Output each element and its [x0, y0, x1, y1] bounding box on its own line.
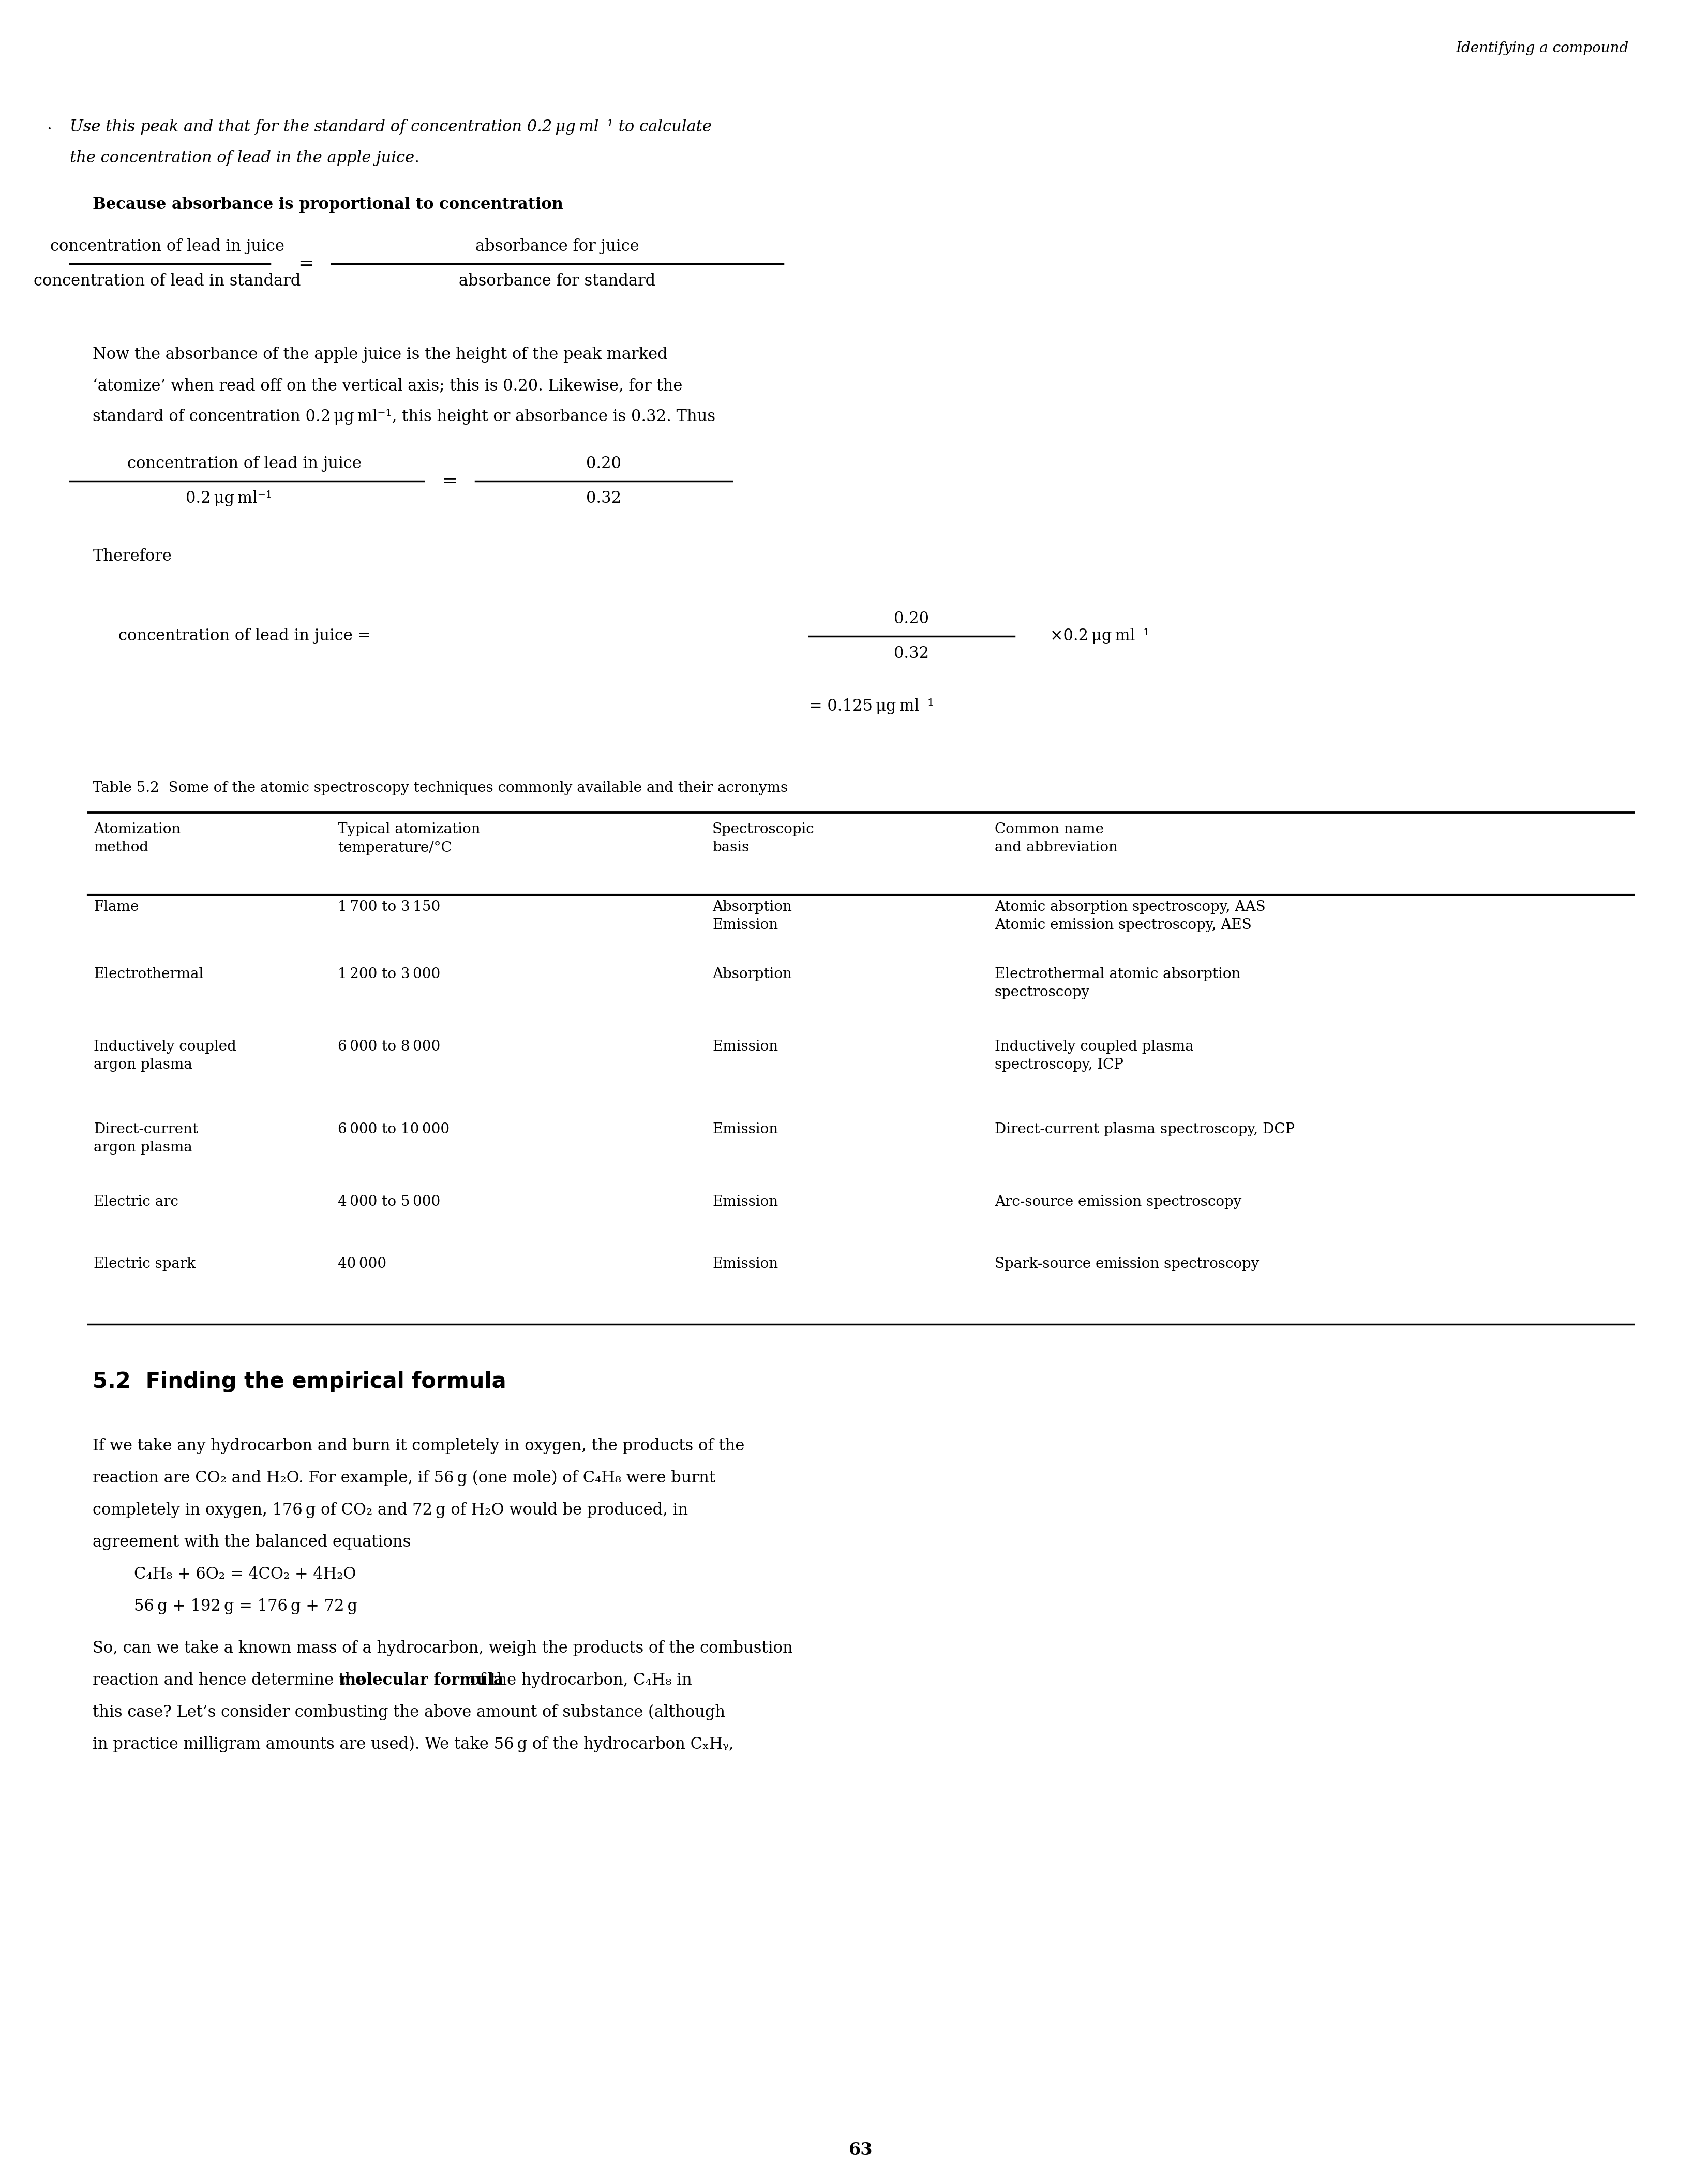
Text: this case? Let’s consider combusting the above amount of substance (although: this case? Let’s consider combusting the…	[92, 1705, 726, 1720]
Text: reaction and hence determine the: reaction and hence determine the	[92, 1672, 371, 1688]
Text: Because absorbance is proportional to concentration: Because absorbance is proportional to co…	[92, 195, 564, 213]
Text: C₄H₈ + 6O₂ = 4CO₂ + 4H₂O: C₄H₈ + 6O₂ = 4CO₂ + 4H₂O	[133, 1566, 355, 1583]
Text: 40 000: 40 000	[338, 1258, 386, 1271]
Text: Electrothermal atomic absorption
spectroscopy: Electrothermal atomic absorption spectro…	[994, 967, 1240, 999]
Text: concentration of lead in juice =: concentration of lead in juice =	[118, 628, 371, 645]
Text: ‘atomize’ when read off on the vertical axis; this is 0.20. Likewise, for the: ‘atomize’ when read off on the vertical …	[92, 378, 683, 393]
Text: Absorption
Emission: Absorption Emission	[712, 899, 793, 932]
Text: in practice milligram amounts are used). We take 56 g of the hydrocarbon CₓHᵧ,: in practice milligram amounts are used).…	[92, 1735, 734, 1753]
Text: 56 g + 192 g = 176 g + 72 g: 56 g + 192 g = 176 g + 72 g	[133, 1599, 357, 1614]
Text: concentration of lead in juice: concentration of lead in juice	[50, 239, 285, 254]
Text: Electric arc: Electric arc	[94, 1195, 179, 1210]
Text: ×0.2 μg ml⁻¹: ×0.2 μg ml⁻¹	[1050, 628, 1149, 645]
Text: 1 200 to 3 000: 1 200 to 3 000	[338, 967, 441, 982]
Text: Atomization
method: Atomization method	[94, 823, 181, 856]
Text: ·: ·	[46, 122, 51, 137]
Text: = 0.125 μg ml⁻¹: = 0.125 μg ml⁻¹	[810, 699, 934, 715]
Text: 1 700 to 3 150: 1 700 to 3 150	[338, 899, 441, 914]
Text: Emission: Emission	[712, 1258, 779, 1271]
Text: Emission: Emission	[712, 1195, 779, 1210]
Text: 6 000 to 10 000: 6 000 to 10 000	[338, 1123, 449, 1136]
Text: 0.2 μg ml⁻¹: 0.2 μg ml⁻¹	[186, 491, 272, 506]
Text: completely in oxygen, 176 g of CO₂ and 72 g of H₂O would be produced, in: completely in oxygen, 176 g of CO₂ and 7…	[92, 1503, 688, 1518]
Text: absorbance for standard: absorbance for standard	[459, 274, 656, 289]
Text: Inductively coupled plasma
spectroscopy, ICP: Inductively coupled plasma spectroscopy,…	[994, 1040, 1194, 1073]
Text: So, can we take a known mass of a hydrocarbon, weigh the products of the combust: So, can we take a known mass of a hydroc…	[92, 1640, 793, 1655]
Text: Spark-source emission spectroscopy: Spark-source emission spectroscopy	[994, 1258, 1259, 1271]
Text: absorbance for juice: absorbance for juice	[475, 239, 639, 254]
Text: 5.2  Finding the empirical formula: 5.2 Finding the empirical formula	[92, 1371, 507, 1392]
Text: Use this peak and that for the standard of concentration 0.2 μg ml⁻¹ to calculat: Use this peak and that for the standard …	[70, 119, 712, 135]
Text: Typical atomization
temperature/°C: Typical atomization temperature/°C	[338, 823, 480, 856]
Text: 6 000 to 8 000: 6 000 to 8 000	[338, 1040, 441, 1053]
Text: Arc-source emission spectroscopy: Arc-source emission spectroscopy	[994, 1195, 1242, 1210]
Text: =: =	[297, 254, 314, 274]
Text: Table 5.2  Some of the atomic spectroscopy techniques commonly available and the: Table 5.2 Some of the atomic spectroscop…	[92, 782, 787, 795]
Text: Common name
and abbreviation: Common name and abbreviation	[994, 823, 1117, 856]
Text: If we take any hydrocarbon and burn it completely in oxygen, the products of the: If we take any hydrocarbon and burn it c…	[92, 1438, 745, 1453]
Text: concentration of lead in standard: concentration of lead in standard	[34, 274, 301, 289]
Text: 0.20: 0.20	[586, 456, 622, 471]
Text: Therefore: Therefore	[92, 547, 173, 565]
Text: Electrothermal: Electrothermal	[94, 967, 203, 982]
Text: Absorption: Absorption	[712, 967, 793, 982]
Text: Spectroscopic
basis: Spectroscopic basis	[712, 823, 815, 856]
Text: Direct-current plasma spectroscopy, DCP: Direct-current plasma spectroscopy, DCP	[994, 1123, 1295, 1136]
Text: Atomic absorption spectroscopy, AAS
Atomic emission spectroscopy, AES: Atomic absorption spectroscopy, AAS Atom…	[994, 899, 1266, 932]
Text: 63: 63	[849, 2142, 873, 2159]
Text: 0.20: 0.20	[893, 610, 929, 628]
Text: 4 000 to 5 000: 4 000 to 5 000	[338, 1195, 441, 1210]
Text: Direct-current
argon plasma: Direct-current argon plasma	[94, 1123, 198, 1156]
Text: the concentration of lead in the apple juice.: the concentration of lead in the apple j…	[70, 150, 420, 165]
Text: of the hydrocarbon, C₄H₈ in: of the hydrocarbon, C₄H₈ in	[465, 1672, 692, 1688]
Text: reaction are CO₂ and H₂O. For example, if 56 g (one mole) of C₄H₈ were burnt: reaction are CO₂ and H₂O. For example, i…	[92, 1470, 716, 1486]
Text: agreement with the balanced equations: agreement with the balanced equations	[92, 1533, 412, 1551]
Text: Now the absorbance of the apple juice is the height of the peak marked: Now the absorbance of the apple juice is…	[92, 348, 668, 363]
Text: 0.32: 0.32	[893, 645, 929, 662]
Text: Inductively coupled
argon plasma: Inductively coupled argon plasma	[94, 1040, 237, 1073]
Text: Identifying a compound: Identifying a compound	[1455, 41, 1628, 54]
Text: concentration of lead in juice: concentration of lead in juice	[126, 456, 362, 471]
Text: standard of concentration 0.2 μg ml⁻¹, this height or absorbance is 0.32. Thus: standard of concentration 0.2 μg ml⁻¹, t…	[92, 408, 716, 426]
Text: Emission: Emission	[712, 1123, 779, 1136]
Text: molecular formula: molecular formula	[340, 1672, 504, 1688]
Text: Flame: Flame	[94, 899, 138, 914]
Text: =: =	[442, 471, 458, 491]
Text: 0.32: 0.32	[586, 491, 622, 506]
Text: Emission: Emission	[712, 1040, 779, 1053]
Text: Electric spark: Electric spark	[94, 1258, 196, 1271]
